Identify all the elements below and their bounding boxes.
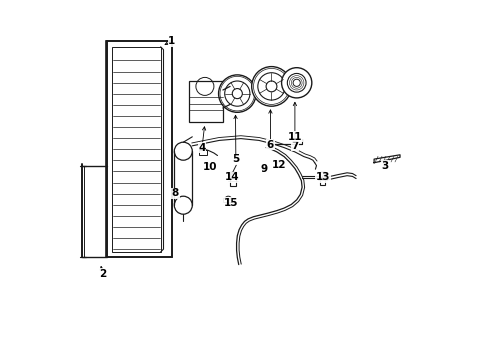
Bar (223, 198, 233, 202)
Text: 15: 15 (224, 198, 238, 208)
Bar (230, 172, 235, 186)
Text: 6: 6 (266, 140, 273, 150)
Bar (199, 150, 207, 155)
Text: 5: 5 (232, 154, 239, 164)
Text: 2: 2 (99, 269, 106, 279)
Text: 10: 10 (202, 162, 216, 172)
Text: 14: 14 (224, 172, 239, 182)
Bar (188, 81, 223, 122)
Text: 4: 4 (198, 143, 205, 153)
Text: 11: 11 (287, 132, 302, 142)
Bar (112, 47, 160, 252)
Circle shape (218, 75, 256, 112)
Circle shape (281, 68, 311, 98)
Text: 13: 13 (315, 172, 329, 182)
Circle shape (224, 196, 231, 203)
Text: 12: 12 (271, 159, 285, 170)
Circle shape (174, 196, 192, 214)
Circle shape (265, 81, 276, 92)
Text: 8: 8 (171, 188, 179, 198)
Text: 3: 3 (381, 161, 388, 171)
Bar (320, 172, 324, 185)
Circle shape (174, 142, 192, 160)
Text: 9: 9 (260, 164, 267, 174)
Text: 7: 7 (291, 141, 298, 151)
Bar (106, 41, 172, 257)
Circle shape (251, 67, 291, 106)
Polygon shape (373, 155, 399, 163)
Circle shape (232, 89, 242, 99)
Text: 1: 1 (168, 36, 175, 46)
